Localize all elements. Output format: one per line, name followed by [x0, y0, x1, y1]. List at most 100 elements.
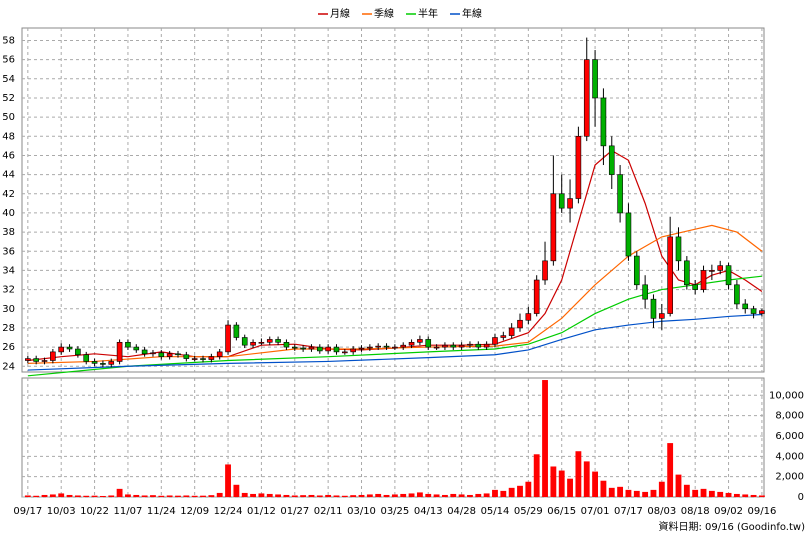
volume-bar — [642, 491, 649, 497]
volume-bar — [633, 490, 640, 497]
volume-bar — [275, 494, 282, 497]
candle-body — [692, 284, 698, 290]
y-tick-label: 24 — [2, 361, 15, 372]
volume-bar — [158, 495, 165, 497]
x-tick-label: 10/22 — [80, 506, 109, 517]
volume-bar — [108, 495, 115, 497]
volume-bar — [692, 489, 699, 497]
candle-body — [667, 236, 673, 314]
volume-bar — [450, 493, 457, 497]
legend-label: 年線 — [462, 7, 482, 20]
candle-body — [100, 363, 106, 365]
candle-body — [742, 303, 749, 310]
volume-bar — [200, 495, 206, 497]
candle-body — [300, 347, 306, 350]
volume-bar — [483, 493, 490, 497]
y2-tick-label: 6,000 — [775, 431, 804, 442]
candle-body — [725, 265, 732, 286]
volume-bar — [658, 481, 665, 497]
volume-bar — [316, 495, 323, 497]
candle-body — [333, 346, 340, 353]
y-tick-label: 28 — [2, 323, 15, 334]
volume-bar — [125, 494, 131, 497]
x-tick-label: 07/17 — [614, 506, 643, 517]
volume-bar — [400, 493, 407, 497]
candle-body — [383, 345, 390, 348]
y-tick-label: 54 — [2, 74, 15, 85]
candle-body — [650, 298, 657, 319]
candle-body — [408, 341, 415, 346]
volume-bar — [600, 480, 607, 497]
volume-bar — [533, 454, 540, 497]
candle-body — [583, 59, 590, 137]
y2-tick-label: 4,000 — [775, 451, 804, 462]
x-tick-label: 08/03 — [647, 506, 676, 517]
volume-bar — [442, 494, 448, 497]
volume-bar — [366, 494, 373, 497]
candle-body — [225, 324, 231, 353]
volume-bar — [608, 487, 615, 497]
candle-body — [442, 344, 448, 348]
volume-bar — [99, 495, 106, 497]
x-tick-label: 09/02 — [714, 506, 743, 517]
candle-body — [308, 346, 315, 350]
volume-bar — [175, 495, 181, 497]
candle-body — [133, 346, 140, 351]
volume-bar — [291, 495, 298, 497]
volume-bar — [333, 495, 340, 497]
candle-body — [642, 284, 648, 300]
volume-bar — [341, 495, 348, 497]
y-tick-label: 46 — [2, 150, 15, 161]
candle-body — [25, 358, 31, 361]
volume-bar — [391, 494, 398, 497]
volume-bar — [41, 494, 48, 497]
volume-bar — [592, 471, 598, 497]
candle-body — [325, 346, 331, 352]
x-tick-label: 03/25 — [380, 506, 409, 517]
volume-bar — [525, 481, 532, 497]
volume-bar — [708, 490, 715, 497]
volume-bar — [183, 495, 190, 497]
volume-bar — [283, 494, 290, 497]
volume-bar — [550, 466, 557, 497]
volume-bar — [583, 461, 590, 497]
volume-bar — [208, 495, 215, 497]
volume-bar — [350, 495, 357, 497]
volume-bar — [83, 495, 90, 497]
volume-panel — [21, 377, 765, 498]
candle-body — [592, 59, 598, 99]
y-tick-label: 58 — [2, 35, 15, 46]
candle-body — [684, 260, 690, 286]
candle-body — [66, 346, 73, 350]
candle-body — [216, 351, 223, 357]
volume-bar — [216, 492, 223, 497]
candle-body — [200, 358, 206, 360]
x-tick-label: 01/27 — [280, 506, 309, 517]
volume-bar — [683, 484, 690, 497]
volume-bar — [433, 494, 440, 497]
candle-body — [659, 313, 665, 319]
candle-body — [617, 174, 623, 214]
volume-bar — [33, 495, 40, 497]
legend-label: 月線 — [330, 7, 350, 20]
candle-body — [558, 193, 565, 209]
y-tick-label: 42 — [2, 189, 15, 200]
candle-body — [141, 349, 148, 355]
volume-bar — [233, 484, 240, 497]
candle-body — [483, 343, 490, 348]
volume-bar — [733, 493, 740, 497]
candle-body — [625, 212, 632, 257]
y2-tick-label: 0 — [798, 492, 804, 503]
volume-bar — [74, 495, 81, 497]
candle-body — [600, 97, 607, 147]
x-tick-label: 12/09 — [180, 506, 209, 517]
candle-body — [400, 344, 407, 348]
y-tick-label: 50 — [2, 112, 15, 123]
candle-body — [367, 346, 373, 349]
x-tick-label: 01/12 — [247, 506, 276, 517]
footer: 資料日期: 09/16 (Goodinfo.tw) — [658, 520, 805, 533]
candle-body — [275, 339, 281, 343]
candle-body — [75, 348, 81, 356]
candle-body — [342, 351, 348, 354]
candle-body — [375, 345, 381, 348]
